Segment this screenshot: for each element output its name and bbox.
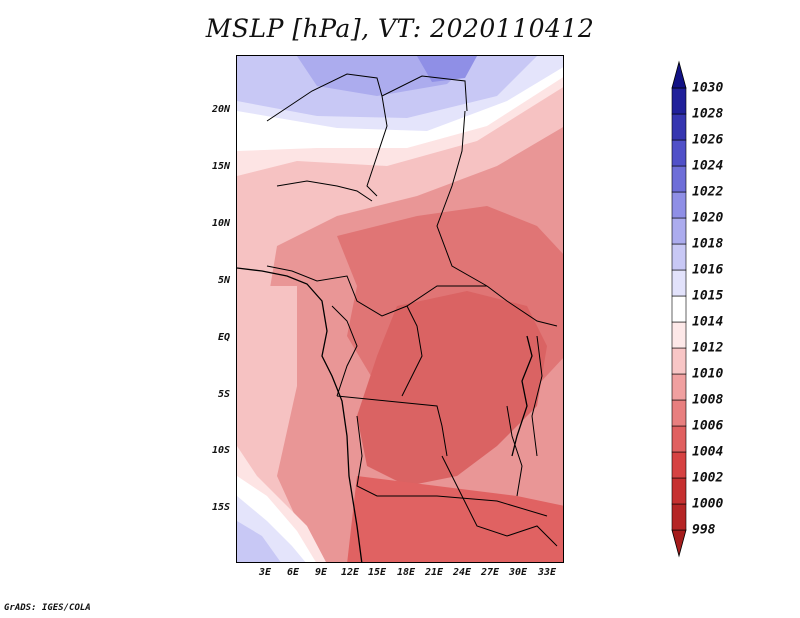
colorbar-label: 1002 [692, 470, 724, 486]
colorbar-box [671, 217, 687, 245]
colorbar-label: 1015 [692, 288, 724, 304]
lon-label-3e: 3E [258, 567, 272, 578]
colorbar-label: 1030 [692, 80, 724, 96]
colorbar-box [671, 503, 687, 531]
lon-label-15e: 15E [367, 567, 387, 578]
lon-label-6e: 6E [286, 567, 300, 578]
colorbar-box [671, 243, 687, 271]
lat-label-10s: 10S [211, 445, 230, 456]
colorbar-label: 1012 [692, 340, 724, 356]
colorbar-label: 1020 [692, 210, 724, 226]
colorbar-label: 1006 [692, 418, 724, 434]
colorbar-label: 1014 [692, 314, 724, 330]
colorbar-box [671, 477, 687, 505]
colorbar-label: 1016 [692, 262, 724, 278]
footer-credit: GrADS: IGES/COLA [4, 603, 91, 613]
lon-label-33e: 33E [537, 567, 557, 578]
colorbar-max-arrow [671, 60, 687, 89]
colorbar-box [671, 191, 687, 219]
colorbar-box [671, 295, 687, 323]
lon-label-24e: 24E [452, 567, 472, 578]
lon-label-9e: 9E [314, 567, 328, 578]
lon-label-12e: 12E [340, 567, 360, 578]
colorbar-box [671, 269, 687, 297]
colorbar-label: 1018 [692, 236, 724, 252]
colorbar-label: 1022 [692, 184, 724, 200]
colorbar-label: 1008 [692, 392, 724, 408]
lat-label-10n: 10N [211, 218, 230, 229]
colorbar-box [671, 139, 687, 167]
lon-label-21e: 21E [424, 567, 444, 578]
colorbar-box [671, 113, 687, 141]
colorbar-label: 1026 [692, 132, 724, 148]
coastline [237, 267, 533, 562]
pressure-field-1022 [417, 56, 477, 82]
colorbar-box [671, 87, 687, 115]
country-borders [266, 73, 558, 547]
pressure-field-1006 [357, 291, 547, 486]
lon-label-27e: 27E [480, 567, 500, 578]
colorbar-label: 1010 [692, 366, 724, 382]
colorbar-box [671, 373, 687, 401]
chart-title: MSLP [hPa], VT: 2020110412 [205, 14, 595, 43]
lat-label-5n: 5N [217, 275, 230, 286]
colorbar-label: 1004 [692, 444, 724, 460]
colorbar-label: 998 [692, 522, 716, 538]
colorbar-box [671, 347, 687, 375]
colorbar-label: 1024 [692, 158, 724, 174]
lat-label-15s: 15S [211, 502, 230, 513]
colorbar-box [671, 165, 687, 193]
lat-label-5s: 5S [217, 389, 230, 400]
colorbar-box [671, 425, 687, 453]
colorbar-box [671, 321, 687, 349]
colorbar-label: 1028 [692, 106, 724, 122]
lon-label-30e: 30E [508, 567, 528, 578]
colorbar-label: 1000 [692, 496, 724, 512]
colorbar-box [671, 399, 687, 427]
mslp-map [236, 55, 564, 563]
colorbar-box [671, 451, 687, 479]
lat-label-15n: 15N [211, 161, 230, 172]
lon-label-18e: 18E [396, 567, 416, 578]
colorbar-min-arrow [671, 529, 687, 558]
lat-label-eq: EQ [217, 332, 230, 343]
lat-label-20n: 20N [211, 104, 230, 115]
